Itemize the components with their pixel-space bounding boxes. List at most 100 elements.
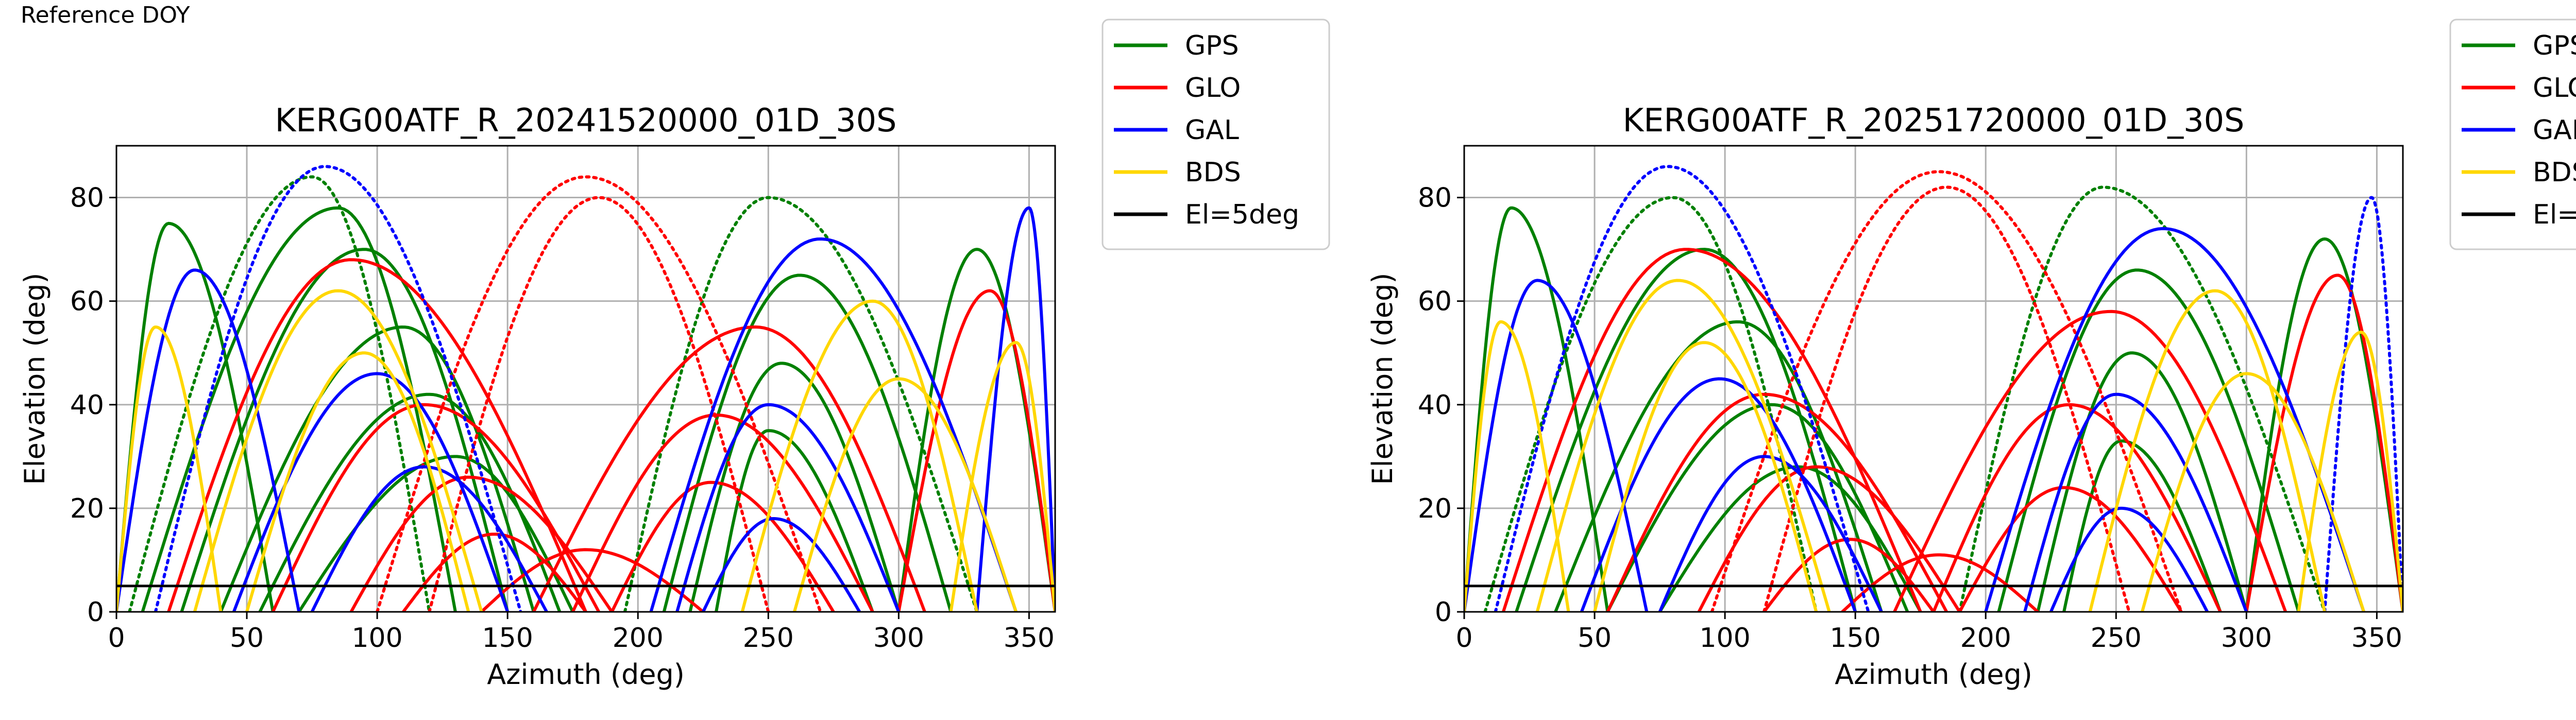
chart-title: KERG00ATF_R_20241520000_01D_30S [275,101,897,139]
track-glo [1893,310,2287,612]
track-bds [2088,289,2327,612]
track-gps [2062,439,2222,612]
track-bds [1593,341,1818,612]
x-axis-label: Azimuth (deg) [1835,658,2032,691]
track-bds [1464,320,1570,612]
chart-title: KERG00ATF_R_20251720000_01D_30S [1623,101,2245,139]
track-bds [792,377,1018,612]
track-gal [649,237,1018,612]
track-gps [1515,248,1857,612]
x-tick-label: 0 [108,623,125,654]
track-gal [2049,506,2209,612]
legend: GPS GLO GAL BDS El=5deg [1101,19,1330,250]
track-gal [1658,455,1883,612]
x-tick-label: 150 [482,623,533,654]
y-axis-label: Elevation (deg) [19,273,51,485]
track-glo [2245,273,2403,612]
legend-entry: BDS [1185,157,1241,188]
axes-frame [1463,145,2404,613]
x-tick-label: 350 [1004,623,1055,654]
track-glo [1501,248,1922,612]
chart-1: 0 50 100 150 200 250 300 350 0 20 40 60 80 KERG00ATF_… [19,19,1330,691]
track-glo [271,403,601,612]
chart-2: 0 50 100 150 200 250 300 350 0 20 40 60 80 KERG00ATF_… [1366,19,2576,691]
track-bds [949,341,1055,612]
track-gps [1483,196,1818,612]
x-tick-label: 250 [2091,623,2142,654]
track-gal [2023,392,2248,612]
track-gal [701,517,861,612]
x-tick-label: 200 [1960,623,2011,654]
x-tick-label: 50 [230,623,264,654]
track-gal [154,165,522,612]
x-tick-label: 350 [2351,623,2402,654]
series-gps [1464,185,2403,612]
reference-doy-label: Reference DOY [21,2,190,28]
legend-entry: GAL [2533,115,2576,146]
track-gps [258,392,562,612]
x-tick-label: 300 [873,623,924,654]
track-gal [1580,377,1857,612]
track-glo [897,289,1055,612]
x-axis-label: Azimuth (deg) [487,658,685,691]
x-tick-label: 0 [1455,623,1472,654]
track-gal [1464,279,1649,612]
track-bds [2297,330,2403,612]
series-glo [1501,170,2403,612]
plot-area [1464,165,2403,612]
track-bds [245,351,470,612]
legend-entry: GLO [2533,73,2576,104]
track-gal [116,268,301,612]
series-bds [116,289,1055,612]
track-glo [610,481,835,612]
track-gps [715,429,874,612]
y-tick-label: 0 [1435,597,1452,628]
track-gal [675,403,901,612]
track-gps [180,248,510,612]
y-tick-label: 60 [1418,286,1452,317]
track-bds [193,289,483,612]
track-gps [662,273,953,612]
track-gps [1958,185,2327,612]
y-tick-label: 20 [70,493,104,524]
x-tick-label: 200 [613,623,664,654]
track-glo [1840,553,2040,612]
x-tick-label: 100 [351,623,402,654]
track-gps [128,175,431,612]
x-tick-label: 50 [1578,623,1612,654]
y-tick-label: 80 [1418,183,1452,214]
legend-entry: El=5deg [2533,199,2576,230]
series-bds [1464,279,2403,612]
legend: GPS GLO GAL BDS El=5deg [2449,19,2576,250]
legend-entry: El=5deg [1185,199,1299,230]
track-gps [2245,237,2403,612]
track-gps [116,221,275,612]
y-tick-label: 20 [1418,493,1452,524]
track-glo [167,258,587,612]
track-gps [1606,403,1909,612]
series-glo [167,175,1055,612]
track-gps [1997,268,2300,612]
x-tick-label: 250 [743,623,794,654]
x-tick-label: 300 [2221,623,2272,654]
axes-frame [115,145,1056,613]
y-tick-label: 40 [1418,390,1452,421]
legend-box [2449,19,2576,250]
series-gal [1464,165,2403,612]
track-glo [1932,403,2222,612]
track-gps [2036,351,2248,612]
track-glo [1762,538,1935,612]
y-tick-label: 80 [70,183,104,214]
track-gps [688,362,901,612]
track-gps [1554,320,1883,612]
track-gal [1494,165,1870,612]
legend-entry: GAL [1185,115,1239,146]
series-gps [116,175,1055,612]
track-glo [349,475,614,612]
track-bds [1535,279,1831,612]
track-glo [1697,465,1961,612]
track-gal [975,206,1055,612]
y-axis-label: Elevation (deg) [1366,273,1399,485]
track-glo [376,175,822,612]
